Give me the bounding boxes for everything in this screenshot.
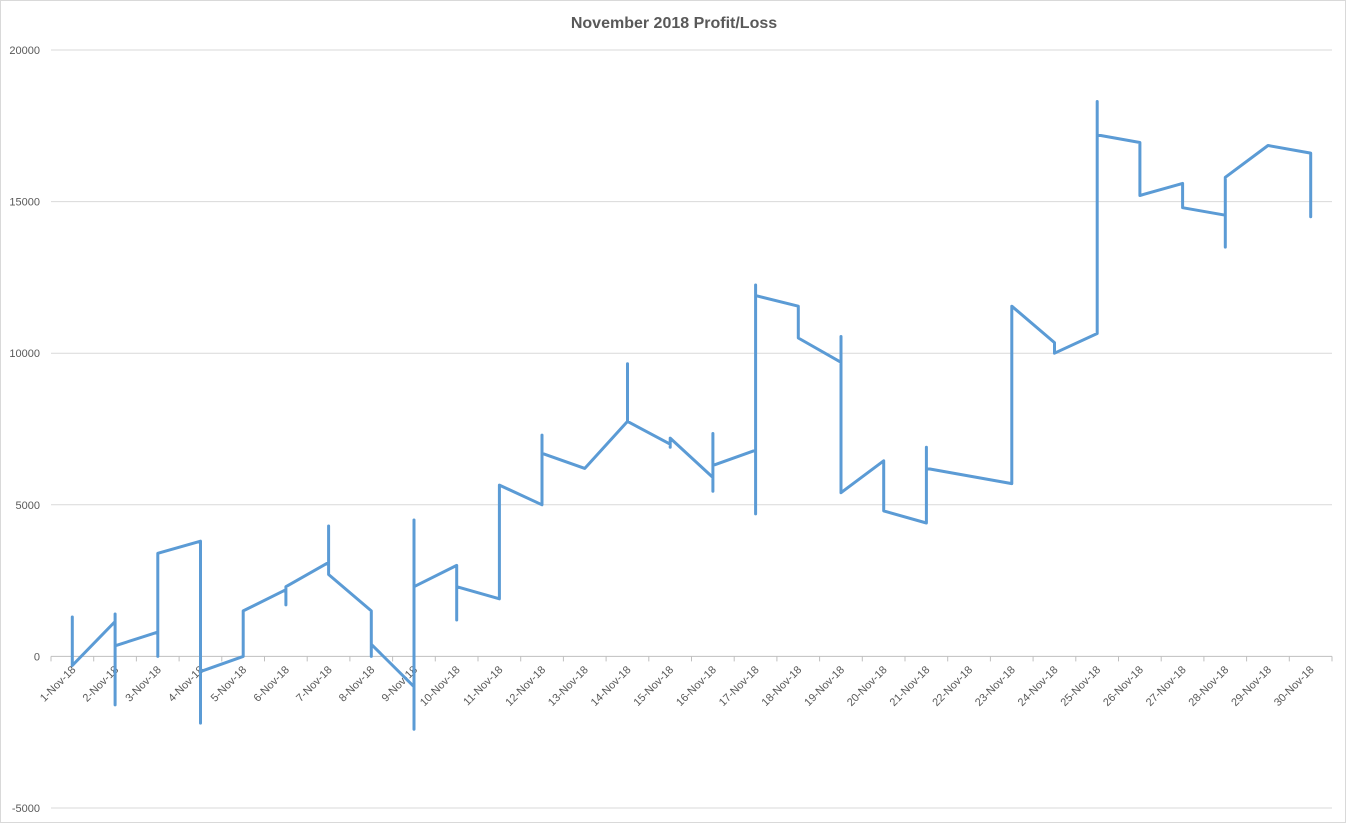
y-tick-label: 15000 — [9, 197, 40, 209]
x-tick-label: 21-Nov-18 — [888, 664, 933, 709]
x-tick-label: 1-Nov-18 — [38, 664, 78, 704]
x-tick-label: 14-Nov-18 — [589, 664, 634, 709]
x-tick-label: 16-Nov-18 — [674, 664, 719, 709]
x-tick-label: 24-Nov-18 — [1016, 664, 1061, 709]
x-tick-label: 20-Nov-18 — [845, 664, 890, 709]
x-tick-label: 3-Nov-18 — [123, 664, 163, 704]
x-tick-label: 13-Nov-18 — [546, 664, 591, 709]
x-tick-label: 8-Nov-18 — [337, 664, 377, 704]
x-tick-label: 18-Nov-18 — [760, 664, 805, 709]
x-tick-label: 27-Nov-18 — [1144, 664, 1189, 709]
x-tick-label: 11-Nov-18 — [461, 664, 505, 708]
x-axis-tick-labels: 1-Nov-18 2-Nov-18 3-Nov-18 4-Nov-18 5-Nov-18… — [38, 656, 1333, 709]
y-tick-label: 20000 — [9, 45, 40, 57]
x-tick-label: 5-Nov-18 — [209, 664, 249, 704]
x-tick-label: 6-Nov-18 — [251, 664, 291, 704]
series-layer — [70, 100, 1313, 731]
x-tick-label: 29-Nov-18 — [1229, 664, 1274, 709]
x-tick-label: 23-Nov-18 — [973, 664, 1018, 709]
x-tick-label: 28-Nov-18 — [1187, 664, 1232, 709]
x-tick-label: 30-Nov-18 — [1272, 664, 1317, 709]
x-tick-label: 22-Nov-18 — [930, 664, 975, 709]
x-tick-label: 25-Nov-18 — [1058, 664, 1103, 709]
x-tick-label: 10-Nov-18 — [418, 664, 463, 709]
y-tick-label: 0 — [34, 651, 40, 663]
y-tick-label: 5000 — [16, 500, 40, 512]
y-axis-tick-labels: -5000 0 5000 10000 15000 20000 — [9, 45, 40, 815]
x-tick-label: 26-Nov-18 — [1101, 664, 1146, 709]
y-tick-label: 10000 — [9, 348, 40, 360]
x-tick-label: 17-Nov-18 — [717, 664, 762, 709]
x-tick-label: 12-Nov-18 — [503, 664, 548, 709]
x-tick-label: 7-Nov-18 — [294, 664, 334, 704]
chart-title: November 2018 Profit/Loss — [571, 15, 777, 32]
series-line — [70, 100, 1313, 731]
x-tick-label: 19-Nov-18 — [802, 664, 847, 709]
gridlines — [51, 49, 1332, 809]
y-tick-label: -5000 — [12, 803, 40, 815]
x-tick-label: 15-Nov-18 — [631, 664, 676, 709]
